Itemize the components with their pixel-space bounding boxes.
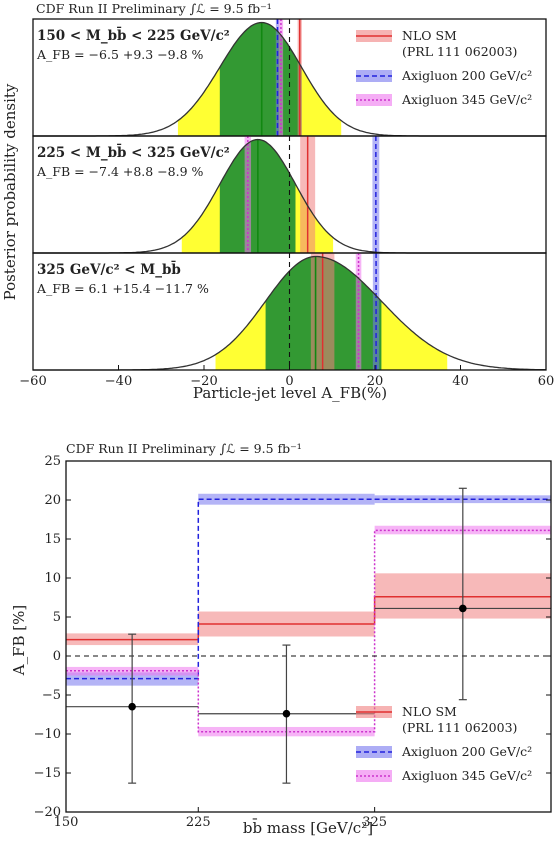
x-tick-label: 40 [452, 374, 469, 389]
legend-label: Axigluon 200 GeV/c² [401, 744, 532, 759]
panel-afb-result: A_FB = −6.5 +9.3 −9.8 % [36, 47, 204, 62]
x-tick-label: 0 [285, 374, 293, 389]
legend: NLO SM(PRL 111 062003) Axigluon 200 GeV/c… [356, 704, 532, 783]
axigluon-200-band-bin [198, 493, 375, 505]
legend: NLO SM(PRL 111 062003) Axigluon 200 GeV/c… [356, 28, 532, 107]
legend-label: NLO SM [402, 704, 457, 719]
posterior-panel-1: 150 < M_bb̄ < 225 GeV/c² A_FB = −6.5 +9.3… [32, 18, 547, 137]
bottom-x-axis-label: bb̄ mass [GeV/c²] [243, 819, 373, 837]
axigluon-345-band [355, 253, 362, 370]
data-point-2 [198, 644, 375, 784]
axigluon-200-step-line [66, 498, 551, 680]
x-tick-label: −20 [190, 374, 217, 389]
axigluon-345-band [278, 19, 284, 136]
plot-frame [65, 460, 552, 813]
y-tick-label: 0 [53, 649, 61, 664]
nlo-sm-series [66, 573, 551, 646]
y-tick-label: 5 [53, 610, 61, 625]
y-tick-label: 10 [44, 571, 61, 586]
data-point-marker [128, 702, 136, 711]
legend-label: Axigluon 345 GeV/c² [401, 768, 532, 783]
bottom-afb-chart: −20 −15 −10 −5 0 5 10 15 20 25 150 225 325 NLO SM(PRL… [34, 454, 552, 830]
legend-label: (PRL 111 062003) [402, 44, 517, 59]
y-tick-label: −5 [42, 688, 61, 703]
panel-mass-range-label: 325 GeV/c² < M_bb̄ [37, 261, 181, 278]
y-tick-label: 25 [44, 454, 61, 469]
axigluon-345-band [244, 136, 252, 253]
data-point-marker [459, 604, 467, 613]
panel-mass-range-label: 150 < M_bb̄ < 225 GeV/c² [37, 27, 230, 44]
x-tick-label: 20 [367, 374, 384, 389]
panel-afb-result: A_FB = −7.4 +8.8 −8.9 % [36, 164, 204, 179]
legend-label: NLO SM [402, 28, 457, 43]
x-tick-label: −60 [19, 374, 46, 389]
nlo-sm-step-line [66, 595, 551, 641]
legend-label: Axigluon 345 GeV/c² [401, 92, 532, 107]
bottom-y-axis-label: A_FB [%] [10, 605, 28, 677]
legend-label: (PRL 111 062003) [402, 720, 517, 735]
bottom-chart-title: CDF Run II Preliminary ∫ℒ = 9.5 fb⁻¹ [66, 441, 302, 456]
y-tick-label: −10 [34, 727, 61, 742]
y-tick-label: 15 [44, 532, 61, 547]
legend-label: Axigluon 200 GeV/c² [401, 68, 532, 83]
panel-afb-result: A_FB = 6.1 +15.4 −11.7 % [36, 281, 209, 296]
data-point-3 [374, 487, 551, 701]
x-tick-label: 150 [54, 815, 79, 830]
top-x-axis-label: Particle-jet level A_FB(%) [193, 384, 387, 402]
posterior-panel-3: 325 GeV/c² < M_bb̄ A_FB = 6.1 +15.4 −11.7… [32, 252, 547, 371]
x-tick-label: 325 [362, 815, 387, 830]
top-posterior-chart: 150 < M_bb̄ < 225 GeV/c² A_FB = −6.5 +9.3… [19, 18, 555, 389]
y-tick-label: −20 [34, 805, 61, 820]
x-tick-label: 225 [186, 815, 211, 830]
panel-mass-range-label: 225 < M_bb̄ < 325 GeV/c² [37, 144, 230, 161]
top-chart-title: CDF Run II Preliminary ∫ℒ = 9.5 fb⁻¹ [36, 1, 272, 16]
x-tick-label: −40 [105, 374, 132, 389]
data-point-1 [66, 633, 199, 784]
posterior-panel-2: 225 < M_bb̄ < 325 GeV/c² A_FB = −7.4 +8.8… [32, 135, 547, 254]
x-tick-label: 60 [538, 374, 555, 389]
data-point-marker [282, 709, 291, 718]
top-y-axis-label: Posterior probability density [1, 83, 19, 300]
y-tick-label: −15 [34, 766, 61, 781]
y-tick-label: 20 [44, 493, 61, 508]
